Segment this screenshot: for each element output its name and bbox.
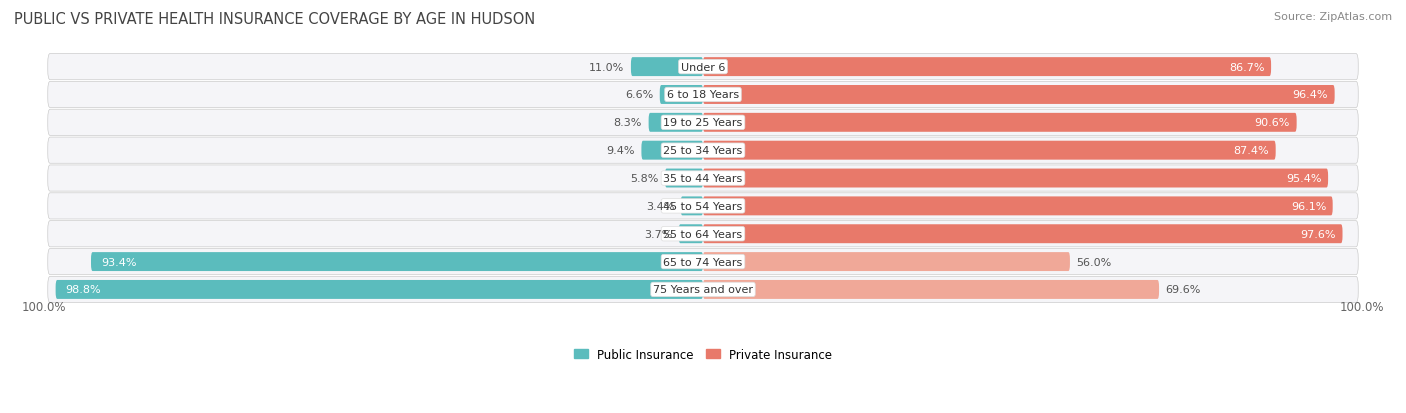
FancyBboxPatch shape [48, 55, 1358, 81]
FancyBboxPatch shape [48, 138, 1358, 164]
Text: 6 to 18 Years: 6 to 18 Years [666, 90, 740, 100]
FancyBboxPatch shape [48, 249, 1358, 275]
Text: 19 to 25 Years: 19 to 25 Years [664, 118, 742, 128]
FancyBboxPatch shape [703, 280, 1159, 299]
Text: 5.8%: 5.8% [630, 173, 658, 184]
FancyBboxPatch shape [681, 197, 703, 216]
FancyBboxPatch shape [631, 58, 703, 77]
FancyBboxPatch shape [48, 166, 1358, 192]
Text: 95.4%: 95.4% [1286, 173, 1322, 184]
FancyBboxPatch shape [703, 252, 1070, 271]
Text: 45 to 54 Years: 45 to 54 Years [664, 202, 742, 211]
Text: 97.6%: 97.6% [1301, 229, 1336, 239]
Text: 86.7%: 86.7% [1229, 62, 1264, 72]
Text: 75 Years and over: 75 Years and over [652, 285, 754, 295]
FancyBboxPatch shape [703, 197, 1333, 216]
FancyBboxPatch shape [703, 58, 1271, 77]
FancyBboxPatch shape [48, 193, 1358, 219]
FancyBboxPatch shape [703, 114, 1296, 133]
Text: 8.3%: 8.3% [613, 118, 643, 128]
Text: 11.0%: 11.0% [589, 62, 624, 72]
Text: 25 to 34 Years: 25 to 34 Years [664, 146, 742, 156]
Text: 69.6%: 69.6% [1166, 285, 1201, 295]
Text: 35 to 44 Years: 35 to 44 Years [664, 173, 742, 184]
FancyBboxPatch shape [648, 114, 703, 133]
FancyBboxPatch shape [48, 82, 1358, 108]
FancyBboxPatch shape [703, 169, 1329, 188]
FancyBboxPatch shape [679, 225, 703, 244]
Text: 93.4%: 93.4% [101, 257, 136, 267]
Text: 9.4%: 9.4% [606, 146, 636, 156]
Text: 3.7%: 3.7% [644, 229, 672, 239]
Text: 55 to 64 Years: 55 to 64 Years [664, 229, 742, 239]
Text: 3.4%: 3.4% [645, 202, 673, 211]
Legend: Public Insurance, Private Insurance: Public Insurance, Private Insurance [574, 348, 832, 361]
Text: 90.6%: 90.6% [1254, 118, 1291, 128]
FancyBboxPatch shape [48, 110, 1358, 136]
Text: 96.1%: 96.1% [1291, 202, 1326, 211]
FancyBboxPatch shape [48, 221, 1358, 247]
FancyBboxPatch shape [641, 141, 703, 160]
Text: Source: ZipAtlas.com: Source: ZipAtlas.com [1274, 12, 1392, 22]
Text: 6.6%: 6.6% [624, 90, 654, 100]
Text: 100.0%: 100.0% [21, 301, 66, 313]
FancyBboxPatch shape [48, 277, 1358, 303]
Text: PUBLIC VS PRIVATE HEALTH INSURANCE COVERAGE BY AGE IN HUDSON: PUBLIC VS PRIVATE HEALTH INSURANCE COVER… [14, 12, 536, 27]
FancyBboxPatch shape [703, 86, 1334, 104]
FancyBboxPatch shape [659, 86, 703, 104]
Text: 87.4%: 87.4% [1233, 146, 1270, 156]
FancyBboxPatch shape [56, 280, 703, 299]
FancyBboxPatch shape [91, 252, 703, 271]
FancyBboxPatch shape [703, 225, 1343, 244]
FancyBboxPatch shape [703, 141, 1275, 160]
Text: 96.4%: 96.4% [1292, 90, 1329, 100]
Text: Under 6: Under 6 [681, 62, 725, 72]
Text: 100.0%: 100.0% [1340, 301, 1385, 313]
Text: 65 to 74 Years: 65 to 74 Years [664, 257, 742, 267]
Text: 98.8%: 98.8% [66, 285, 101, 295]
Text: 56.0%: 56.0% [1077, 257, 1112, 267]
FancyBboxPatch shape [665, 169, 703, 188]
